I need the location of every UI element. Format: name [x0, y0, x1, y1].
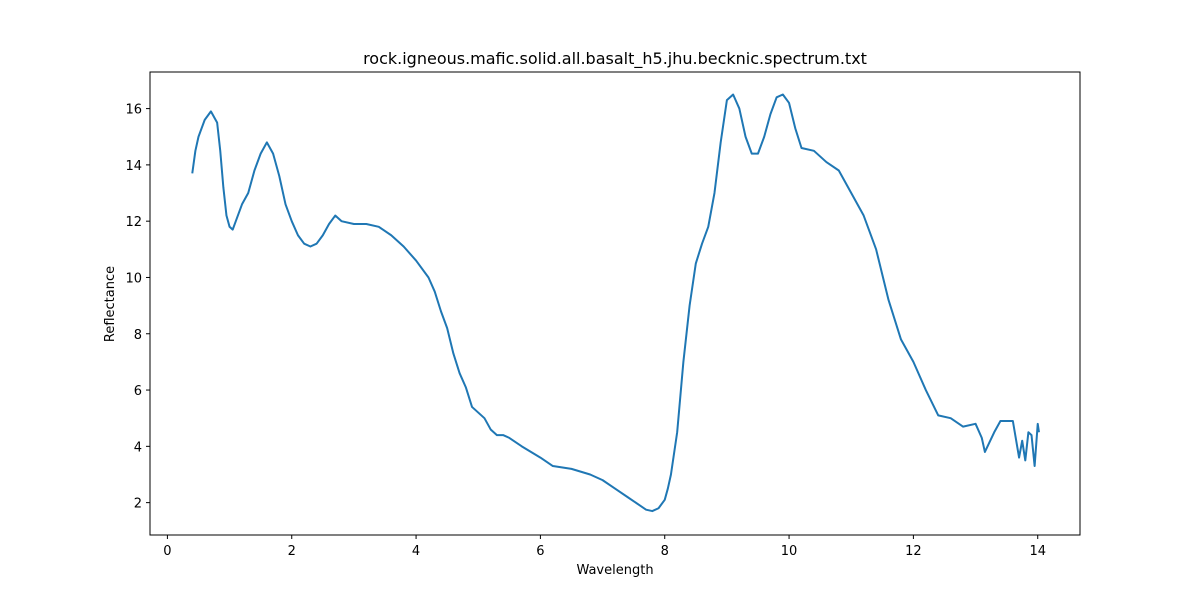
y-tick-label: 14 [125, 159, 142, 174]
x-axis-label: Wavelength [576, 563, 653, 578]
y-tick-label: 12 [125, 215, 142, 230]
plot-frame [149, 71, 1081, 536]
x-tick-label: 4 [412, 544, 420, 559]
y-tick-label: 10 [125, 271, 142, 286]
y-tick-label: 16 [125, 103, 142, 118]
x-tick-label: 14 [1029, 544, 1046, 559]
x-tick-label: 10 [781, 544, 798, 559]
x-tick-label: 2 [288, 544, 296, 559]
x-tick-label: 0 [163, 544, 171, 559]
y-tick-label: 8 [134, 328, 142, 343]
y-tick-label: 2 [134, 497, 142, 512]
y-tick-label: 4 [134, 440, 142, 455]
x-tick-label: 6 [536, 544, 544, 559]
data-line [191, 93, 1040, 513]
x-tick-label: 12 [905, 544, 922, 559]
y-axis-label: Reflectance [103, 266, 118, 342]
x-tick-label: 8 [661, 544, 669, 559]
y-tick-label: 6 [134, 384, 142, 399]
chart-title: rock.igneous.mafic.solid.all.basalt_h5.j… [363, 49, 867, 69]
